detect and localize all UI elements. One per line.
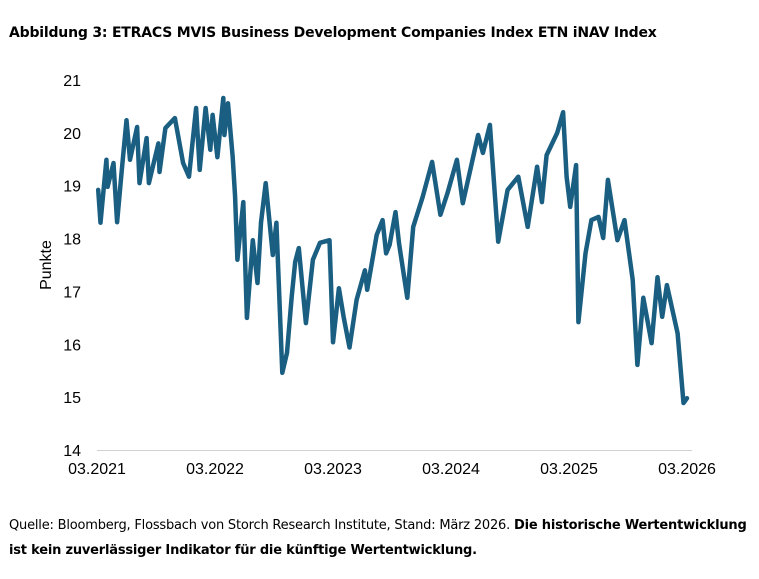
y-axis-label: Punkte <box>38 240 55 290</box>
footer: Quelle: Bloomberg, Flossbach von Storch … <box>9 513 754 563</box>
source-note: Quelle: Bloomberg, Flossbach von Storch … <box>9 518 514 533</box>
series-line <box>95 95 690 406</box>
x-tick-label: 03.2025 <box>540 461 598 478</box>
x-tick-label: 03.2021 <box>68 461 126 478</box>
y-tick-label: 18 <box>63 232 81 249</box>
y-tick-label: 16 <box>63 337 81 354</box>
y-tick-label: 15 <box>63 390 81 407</box>
y-tick-label: 19 <box>63 179 81 196</box>
y-tick-label: 17 <box>63 284 81 301</box>
y-tick-label: 20 <box>63 126 81 143</box>
y-tick-label: 21 <box>63 73 81 90</box>
x-tick-label: 03.2026 <box>658 461 716 478</box>
y-tick-label: 14 <box>63 443 81 460</box>
x-tick-label: 03.2024 <box>422 461 480 478</box>
x-tick-label: 03.2023 <box>304 461 362 478</box>
chart-title: Abbildung 3: ETRACS MVIS Business Develo… <box>9 25 657 41</box>
line-chart: 14 15 16 17 18 19 20 21 03.2021 03.2022 03.2023 03… <box>38 73 716 478</box>
x-tick-label: 03.2022 <box>186 461 244 478</box>
disclaimer: Die historische Wertentwicklung ist kein… <box>9 518 747 558</box>
